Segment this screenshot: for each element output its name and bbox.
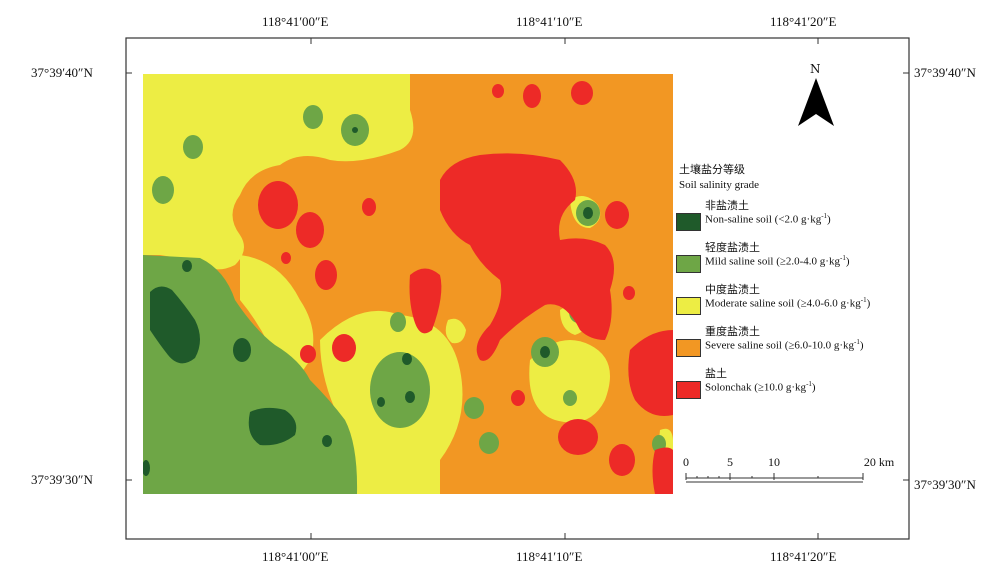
legend-swatch xyxy=(676,339,701,357)
legend-label-zh: 非盐渍土 xyxy=(705,200,749,212)
legend-label-en: Moderate saline soil (≥4.0-6.0 g·kg-1) xyxy=(705,296,870,310)
legend-label-tail: ) xyxy=(845,255,850,268)
left-latitude-label: 37°39′40″N xyxy=(31,65,93,80)
legend-label-en-text: Moderate saline soil (≥4.0-6.0 g·kg xyxy=(705,297,861,310)
top-longitude-label: 118°41′10″E xyxy=(516,14,583,29)
legend-item: 中度盐渍土 Moderate saline soil (≥4.0-6.0 g·kg… xyxy=(676,281,919,323)
legend-swatch xyxy=(676,255,701,273)
legend-label-en: Mild saline soil (≥2.0-4.0 g·kg-1) xyxy=(705,254,850,268)
legend-label-zh: 盐土 xyxy=(705,368,727,380)
graticule-ticks xyxy=(126,38,909,539)
legend-label-tail: ) xyxy=(827,213,831,226)
legend-label-en-text: Mild saline soil (≥2.0-4.0 g·kg xyxy=(705,255,840,268)
bottom-longitude-label: 118°41′10″E xyxy=(516,549,583,564)
north-label: N xyxy=(810,62,821,76)
legend-label-superscript: -1 xyxy=(860,296,867,304)
scale-bar: 0 5 10 20 km xyxy=(681,455,894,485)
map-frame xyxy=(125,37,910,540)
legend-item: 非盐渍土 Non-saline soil (<2.0 g·kg-1) xyxy=(676,197,919,239)
bottom-longitude-label: 118°41′00″E xyxy=(262,549,329,564)
legend-label-tail: ) xyxy=(859,339,864,352)
legend-label-zh: 轻度盐渍土 xyxy=(705,242,760,254)
legend-label-tail: ) xyxy=(866,297,871,310)
salinity-map xyxy=(143,74,673,494)
north-arrow: N xyxy=(795,62,837,130)
legend-title-zh: 土壤盐分等级 xyxy=(679,164,745,176)
north-arrow-icon xyxy=(798,78,834,126)
non-saline-zones xyxy=(143,127,593,476)
solonchak-zones xyxy=(258,81,673,494)
left-latitude-label: 37°39′30″N xyxy=(31,472,93,487)
scale-label: 0 xyxy=(683,455,689,469)
legend-label-tail: ) xyxy=(811,381,816,394)
scale-label: 5 xyxy=(727,455,733,469)
legend-label-en: Severe saline soil (≥6.0-10.0 g·kg-1) xyxy=(705,338,864,352)
scale-label: 10 xyxy=(768,455,780,469)
scale-label: 20 km xyxy=(863,455,895,469)
legend-label-en-text: Severe saline soil (≥6.0-10.0 g·kg xyxy=(705,339,855,352)
legend-swatch xyxy=(676,381,701,399)
legend: 土壤盐分等级 Soil salinity grade 非盐渍土 Non-salin… xyxy=(676,163,919,407)
right-latitude-label: 37°39′40″N xyxy=(914,65,976,80)
legend-items: 非盐渍土 Non-saline soil (<2.0 g·kg-1) 轻度盐渍土 Mi… xyxy=(676,197,919,407)
top-longitude-label: 118°41′20″E xyxy=(770,14,837,29)
legend-label-zh: 重度盐渍土 xyxy=(705,326,760,338)
legend-label-superscript: -1 xyxy=(821,212,828,220)
legend-swatch xyxy=(676,213,701,231)
legend-item: 重度盐渍土 Severe saline soil (≥6.0-10.0 g·kg-… xyxy=(676,323,919,365)
legend-item: 轻度盐渍土 Mild saline soil (≥2.0-4.0 g·kg-1) xyxy=(676,239,919,281)
right-latitude-label: 37°39′30″N xyxy=(914,477,976,492)
top-longitude-label: 118°41′00″E xyxy=(262,14,329,29)
legend-label-zh: 中度盐渍土 xyxy=(705,284,760,296)
legend-swatch xyxy=(676,297,701,315)
legend-item: 盐土 Solonchak (≥10.0 g·kg-1) xyxy=(676,365,919,407)
legend-label-en: Non-saline soil (<2.0 g·kg-1) xyxy=(705,212,831,226)
scale-bar-graphic xyxy=(685,473,864,483)
legend-title-en: Soil salinity grade xyxy=(679,179,760,191)
legend-label-superscript: -1 xyxy=(854,338,860,346)
legend-label-en-text: Solonchak (≥10.0 g·kg xyxy=(705,381,807,394)
legend-label-en-text: Non-saline soil (<2.0 g·kg xyxy=(705,213,822,226)
legend-label-en: Solonchak (≥10.0 g·kg-1) xyxy=(705,380,816,394)
bottom-longitude-label: 118°41′20″E xyxy=(770,549,837,564)
legend-label-superscript: -1 xyxy=(839,254,846,262)
legend-label-superscript: -1 xyxy=(806,380,812,388)
